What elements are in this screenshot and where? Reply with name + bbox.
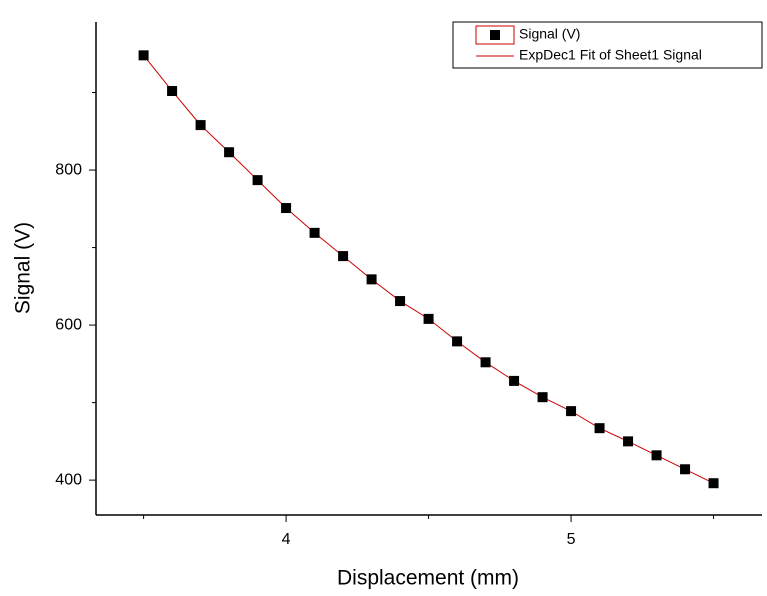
data-point xyxy=(338,251,349,262)
data-point xyxy=(309,227,320,238)
y-tick-label: 600 xyxy=(55,316,82,333)
data-point xyxy=(452,336,463,347)
legend-frame xyxy=(475,25,515,45)
data-point xyxy=(138,50,149,61)
data-point xyxy=(281,203,292,214)
legend-box xyxy=(452,21,763,69)
data-point xyxy=(537,392,548,403)
data-point xyxy=(252,175,263,186)
x-axis-label: Displacement (mm) xyxy=(337,567,519,590)
y-tick-label: 400 xyxy=(55,471,82,488)
x-tick-label: 4 xyxy=(282,531,291,548)
data-point xyxy=(623,436,634,447)
data-point xyxy=(423,313,434,324)
data-point xyxy=(224,147,235,158)
data-point xyxy=(509,375,520,386)
data-point xyxy=(651,450,662,461)
data-point xyxy=(167,85,178,96)
y-axis-label: Signal (V) xyxy=(12,222,35,314)
data-point xyxy=(366,274,377,285)
data-point xyxy=(708,478,719,489)
data-point xyxy=(395,296,406,307)
data-point xyxy=(680,464,691,475)
fit-line xyxy=(143,55,714,484)
data-point xyxy=(480,357,491,368)
legend-label: ExpDec1 Fit of Sheet1 Signal xyxy=(519,47,702,63)
data-point xyxy=(566,406,577,417)
x-tick-label: 5 xyxy=(567,531,576,548)
legend-marker xyxy=(490,30,500,40)
data-point xyxy=(594,423,605,434)
y-tick-label: 800 xyxy=(55,161,82,178)
data-point xyxy=(195,120,206,131)
legend-label: Signal (V) xyxy=(519,26,580,42)
